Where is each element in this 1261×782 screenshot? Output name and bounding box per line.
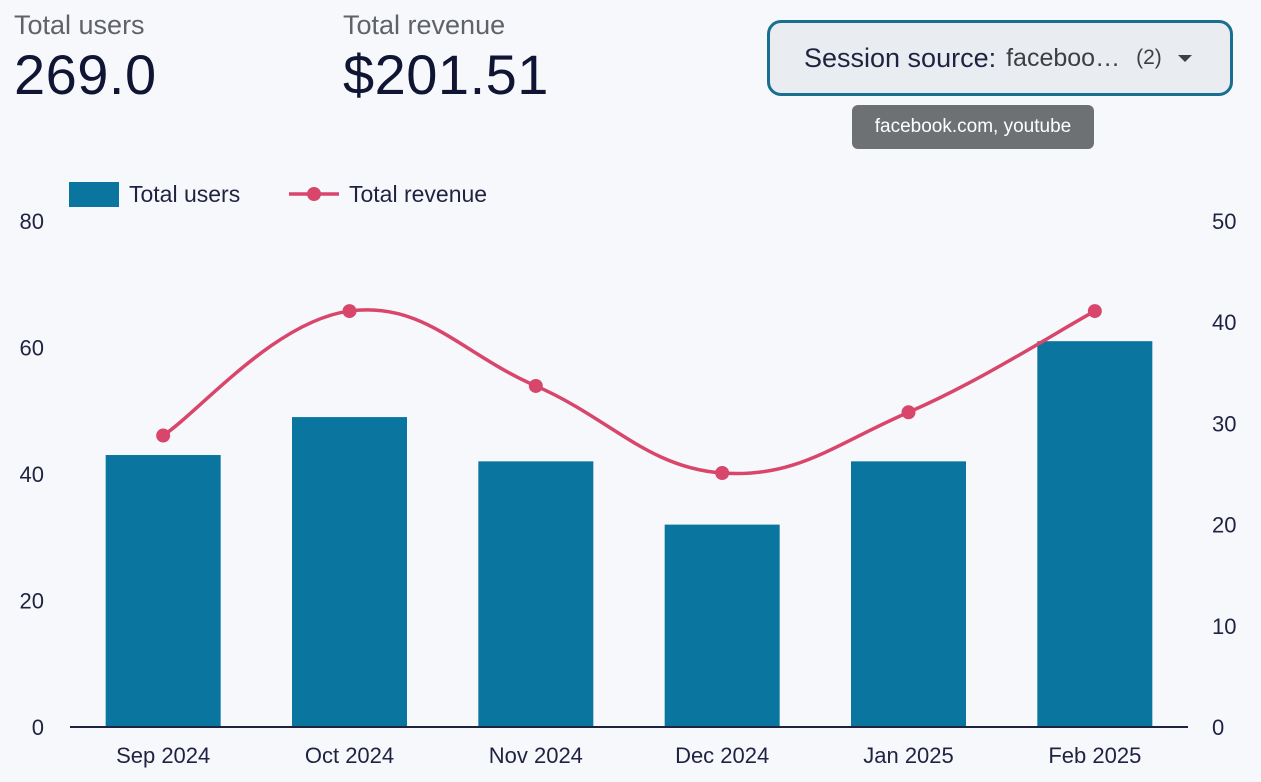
total-revenue-kpi: Total revenue $201.51	[343, 8, 549, 108]
x-tick-label: Oct 2024	[305, 743, 394, 768]
y-right-tick-label: 30	[1212, 411, 1236, 436]
x-tick-label: Nov 2024	[489, 743, 583, 768]
y-left-tick-label: 20	[20, 589, 44, 614]
y-right-tick-label: 20	[1212, 513, 1236, 538]
line-point	[1087, 304, 1102, 319]
bar	[1037, 341, 1153, 727]
legend-swatch-users	[69, 182, 119, 207]
x-tick-label: Sep 2024	[116, 743, 210, 768]
total-users-value: 269.0	[14, 43, 157, 106]
line-point	[342, 304, 357, 319]
line-point	[156, 428, 171, 443]
y-right-tick-label: 40	[1212, 310, 1236, 335]
bar	[105, 455, 221, 727]
x-tick-label: Dec 2024	[675, 743, 769, 768]
y-left-tick-label: 60	[20, 336, 44, 361]
bar-series	[105, 341, 1153, 727]
total-users-kpi: Total users 269.0	[14, 8, 157, 108]
y-right-tick-label: 0	[1212, 715, 1224, 740]
axes: Sep 2024 Oct 2024 Nov 2024 Dec 2024 Jan 2025…	[20, 209, 1237, 768]
filter-tooltip: facebook.com, youtube	[852, 105, 1094, 149]
x-tick-label: Jan 2025	[863, 743, 954, 768]
legend-label-users: Total users	[129, 181, 240, 207]
total-revenue-value: $201.51	[343, 43, 549, 106]
bar	[292, 417, 407, 727]
filter-value: faceboo…	[1006, 43, 1121, 72]
chart-legend: Total users Total revenue	[69, 181, 487, 207]
y-right-tick-label: 10	[1212, 614, 1236, 639]
bar	[664, 524, 780, 727]
line-point	[715, 465, 730, 480]
revenue-line	[162, 308, 1096, 476]
bar	[851, 461, 966, 727]
filter-label: Session source:	[804, 42, 997, 73]
legend-swatch-revenue-dot	[307, 187, 321, 201]
line-point	[528, 378, 543, 393]
y-right-tick-label: 50	[1212, 209, 1236, 234]
y-left-tick-label: 0	[32, 715, 44, 740]
bar	[478, 461, 594, 727]
total-revenue-label: Total revenue	[343, 10, 506, 40]
session-source-filter[interactable]: Session source: faceboo… (2)	[767, 20, 1233, 96]
y-left-tick-label: 80	[20, 209, 44, 234]
filter-count: (2)	[1136, 46, 1162, 69]
chevron-down-icon[interactable]	[1177, 54, 1192, 62]
x-tick-label: Feb 2025	[1048, 743, 1141, 768]
y-left-tick-label: 40	[20, 462, 44, 487]
line-point	[901, 405, 916, 420]
line-series	[156, 304, 1102, 480]
total-users-label: Total users	[14, 10, 145, 40]
legend-label-revenue: Total revenue	[349, 181, 487, 207]
